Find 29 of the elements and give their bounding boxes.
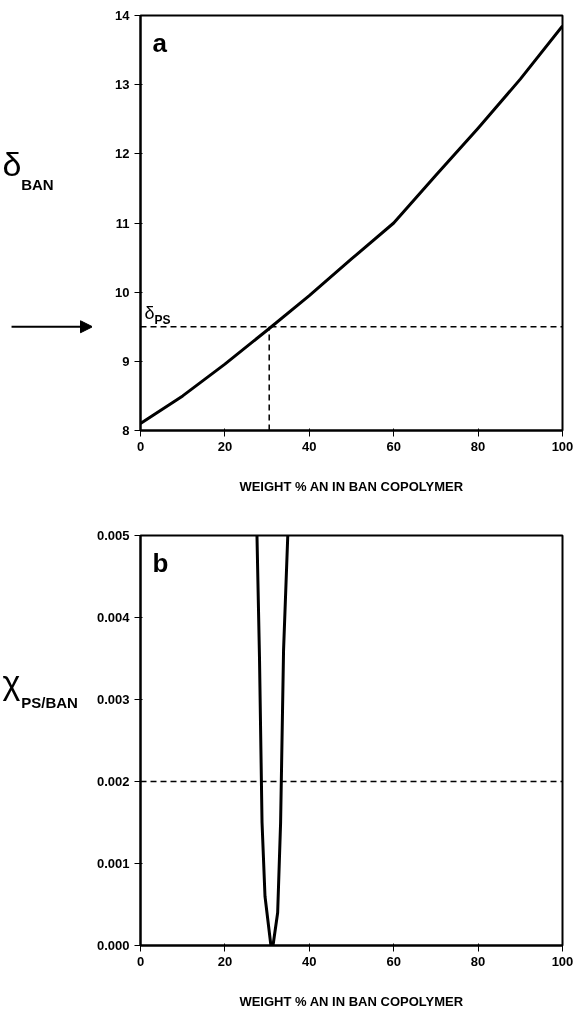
y-tick-label: 10 [115, 284, 130, 300]
y-tick-label: 12 [115, 146, 130, 162]
y-tick-label: 0.005 [96, 528, 130, 543]
y-tick-label: 14 [115, 8, 131, 23]
x-tick-label: 0 [136, 438, 145, 454]
x-tick-label: 100 [551, 438, 574, 454]
y-tick-label: 13 [115, 77, 130, 93]
annotation: a [152, 27, 168, 58]
annotation: b [152, 547, 169, 578]
y-tick-label: 0.000 [96, 938, 130, 953]
x-tick-label: 60 [386, 438, 401, 454]
x-tick-label: 20 [217, 953, 233, 969]
x-tick-label: 80 [470, 953, 486, 969]
y-tick-label: 9 [122, 353, 130, 369]
x-tick-label: 0 [136, 953, 145, 969]
y-tick-label: 0.004 [96, 610, 131, 625]
x-tick-label: 40 [302, 438, 317, 454]
x-axis-title: WEIGHT % AN IN BAN COPOLYMER [239, 993, 464, 1009]
x-tick-label: 60 [386, 953, 401, 969]
x-tick-label: 20 [217, 438, 233, 454]
x-tick-label: 80 [470, 438, 486, 454]
y-tick-label: 0.002 [96, 774, 130, 789]
y-tick-label: 8 [122, 423, 130, 438]
x-axis-title: WEIGHT % AN IN BAN COPOLYMER [239, 478, 464, 494]
x-tick-label: 40 [302, 953, 317, 969]
y-tick-label: 0.001 [96, 856, 130, 871]
y-tick-label: 0.003 [96, 692, 130, 707]
y-tick-label: 11 [115, 215, 130, 231]
x-tick-label: 100 [551, 953, 574, 969]
